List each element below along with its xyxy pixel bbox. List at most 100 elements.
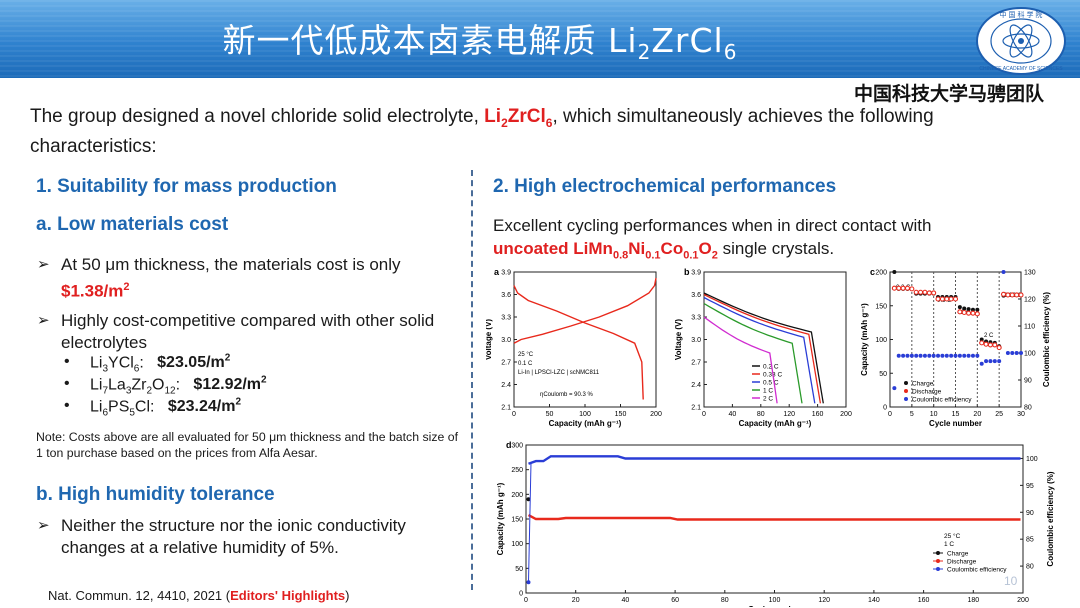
- x-tick-label: 50: [546, 411, 554, 418]
- y2-axis-label: Coulombic efficiency (%): [1046, 471, 1055, 566]
- x-axis-label: Cycle number: [929, 419, 982, 428]
- panel-a-annotation: 0.1 C: [518, 361, 533, 367]
- y2-tick-label: 120: [1024, 297, 1036, 304]
- discharge-point: [957, 309, 963, 315]
- x-tick-label: 5: [910, 411, 914, 418]
- ce-point: [970, 353, 975, 358]
- rate-label: 0.5 C: [937, 298, 952, 304]
- ce-point: [988, 359, 993, 364]
- x-axis-label: Capacity (mAh g⁻¹): [739, 419, 812, 428]
- list-item-li3ycl6: • Li3YCl6: $23.05/m2: [64, 353, 231, 375]
- x-tick-label: 15: [952, 411, 960, 418]
- panel-label-b: b: [684, 267, 690, 277]
- y-tick-label: 2.1: [501, 405, 511, 412]
- cycling-description: Excellent cycling performances when in d…: [493, 216, 932, 262]
- discharge-point: [1018, 292, 1024, 298]
- y-tick-label: 200: [511, 492, 523, 499]
- discharge-point: [922, 289, 928, 295]
- title-bar: [0, 0, 1080, 78]
- x-tick-label: 100: [769, 597, 781, 604]
- charge-point: [966, 307, 971, 312]
- discharge-point: [900, 285, 906, 291]
- legend-label-1 C: 1 C: [763, 388, 773, 395]
- university-seal-logo: 中 国 科 学 院 CHINESE ACADEMY OF SCIENCES: [976, 7, 1066, 75]
- discharge-point: [944, 296, 950, 302]
- y-tick-label: 3.6: [501, 292, 511, 299]
- y-tick-label: 100: [875, 337, 887, 344]
- arrow-bullet-icon: ➢: [37, 256, 50, 273]
- x-axis-label: Cycle number: [748, 605, 801, 607]
- ce-first-jump: [527, 463, 532, 583]
- panel-d-annotation: 25 °C: [944, 532, 961, 540]
- charge-first-point: [526, 497, 531, 502]
- x-tick-label: 0: [888, 411, 892, 418]
- discharge-point: [987, 342, 993, 348]
- y2-tick-label: 90: [1026, 510, 1034, 517]
- ce-point: [1010, 351, 1015, 355]
- legend-label-0.2 C: 0.2 C: [763, 364, 779, 371]
- svg-text:CHINESE ACADEMY OF SCIENCES: CHINESE ACADEMY OF SCIENCES: [979, 66, 1063, 72]
- y2-axis-label: Coulombic efficiency (%): [1042, 292, 1051, 387]
- discharge-point: [1000, 291, 1007, 297]
- x-tick-label: 20: [973, 411, 981, 418]
- x-axis-label: Capacity (mAh g⁻¹): [549, 419, 622, 428]
- panel-a-annotation: 25 °C: [518, 352, 534, 358]
- x-tick-label: 180: [967, 597, 979, 604]
- discharge-curve-0.33 C: [703, 293, 822, 404]
- column-divider: [471, 170, 473, 590]
- charge-point: [892, 270, 897, 274]
- discharge-point: [935, 296, 941, 302]
- y2-tick-label: 80: [1026, 564, 1034, 571]
- y2-tick-label: 85: [1026, 537, 1034, 544]
- figure-panels: a0 50 100 150 2002.12.42.73.03.33.63.9Capaci…: [486, 267, 1055, 607]
- discharge-point: [952, 296, 959, 302]
- intro-paragraph: The group designed a novel chloride soli…: [30, 106, 934, 157]
- x-tick-label: 0: [512, 411, 516, 418]
- ce-point: [931, 353, 936, 358]
- ce-point: [922, 353, 927, 358]
- x-tick-label: 120: [818, 597, 830, 604]
- x-tick-label: 40: [729, 411, 737, 418]
- y-tick-label: 3.0: [691, 337, 701, 344]
- legend-label-2 C: 2 C: [763, 396, 773, 403]
- y-tick-label: 100: [511, 541, 523, 548]
- x-tick-label: 30: [1017, 411, 1025, 418]
- y2-tick-label: 110: [1024, 324, 1035, 331]
- ce-point: [927, 353, 932, 358]
- ce-point: [918, 353, 923, 358]
- panel-label-c: c: [870, 267, 875, 277]
- x-tick-label: 200: [1017, 597, 1029, 604]
- charge-point: [979, 337, 984, 342]
- ce-point: [936, 353, 941, 358]
- heading-humidity: b. High humidity tolerance: [36, 484, 275, 505]
- ce-point: [1005, 351, 1010, 355]
- bullet-competitive: ➢ Highly cost-competitive compared with …: [37, 311, 435, 352]
- ce-point: [984, 359, 989, 364]
- x-tick-label: 25: [995, 411, 1003, 418]
- legend-marker: [904, 397, 908, 401]
- citation: Nat. Commun. 12, 4410, 2021 (Editors' Hi…: [48, 588, 350, 603]
- legend-label: Charge: [912, 381, 934, 388]
- ce-point: [975, 353, 980, 358]
- ce-point: [905, 353, 910, 358]
- y2-tick-label: 100: [1026, 456, 1038, 463]
- legend-marker: [936, 567, 940, 571]
- y-axis-label: Voltage (V): [486, 319, 493, 361]
- discharge-point: [913, 289, 919, 295]
- ce-point: [992, 359, 997, 364]
- x-tick-label: 200: [650, 411, 662, 418]
- y-tick-label: 2.4: [691, 382, 701, 389]
- heading-mass-production: 1. Suitability for mass production: [36, 176, 337, 197]
- x-tick-label: 140: [868, 597, 880, 604]
- discharge-curve-2 C: [703, 316, 778, 404]
- discharge-point: [909, 286, 915, 292]
- ce-point: [1019, 351, 1023, 355]
- y-tick-label: 50: [879, 371, 887, 378]
- y2-tick-label: 130: [1024, 270, 1036, 277]
- y-tick-label: 2.4: [501, 382, 511, 389]
- legend-marker: [904, 381, 908, 385]
- y-tick-label: 150: [511, 517, 523, 524]
- y-tick-label: 3.3: [691, 315, 701, 322]
- y-tick-label: 3.0: [501, 337, 511, 344]
- legend-label: Charge: [947, 551, 969, 558]
